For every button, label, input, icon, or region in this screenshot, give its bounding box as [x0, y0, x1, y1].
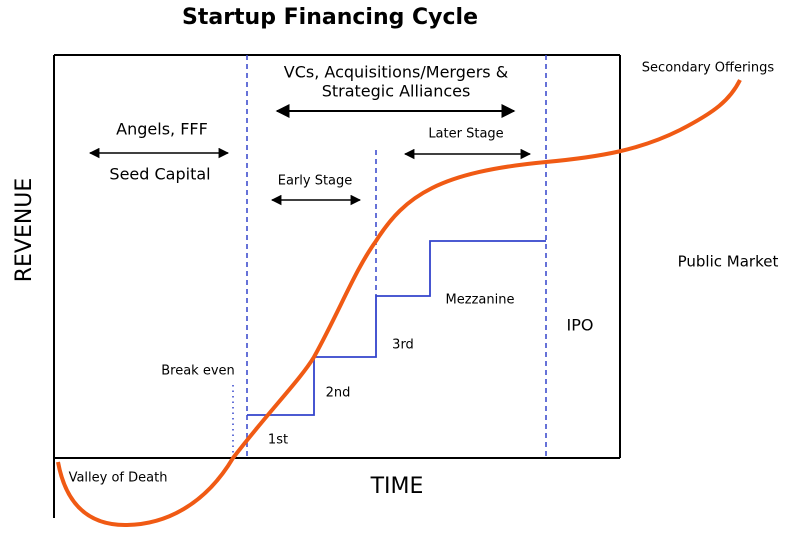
vcs-label: VCs, Acquisitions/Mergers & [284, 63, 508, 82]
round-label: 1st [268, 433, 288, 448]
public-market-label: Public Market [678, 253, 779, 271]
secondary-label: Secondary Offerings [642, 61, 775, 76]
angels-label: Angels, FFF [116, 120, 208, 139]
title: Startup Financing Cycle [182, 5, 478, 30]
early-stage-label: Early Stage [278, 174, 353, 189]
frame [53, 54, 621, 518]
funding-steps [247, 240, 546, 416]
valley-label: Valley of Death [69, 471, 168, 486]
arrows [88, 104, 532, 206]
round-label: 2nd [326, 386, 351, 401]
later-stage-label: Later Stage [428, 127, 503, 142]
x-axis-label: TIME [370, 474, 424, 499]
vcs-label: Strategic Alliances [322, 82, 471, 101]
mezzanine-label: Mezzanine [446, 293, 515, 308]
ipo-label: IPO [567, 316, 594, 335]
stage-dividers [246, 55, 547, 458]
seed-label: Seed Capital [109, 165, 210, 184]
y-axis-label: REVENUE [12, 178, 37, 283]
revenue-curve [56, 79, 742, 528]
round-label: 3rd [392, 338, 414, 353]
break-even-label: Break even [161, 364, 235, 379]
